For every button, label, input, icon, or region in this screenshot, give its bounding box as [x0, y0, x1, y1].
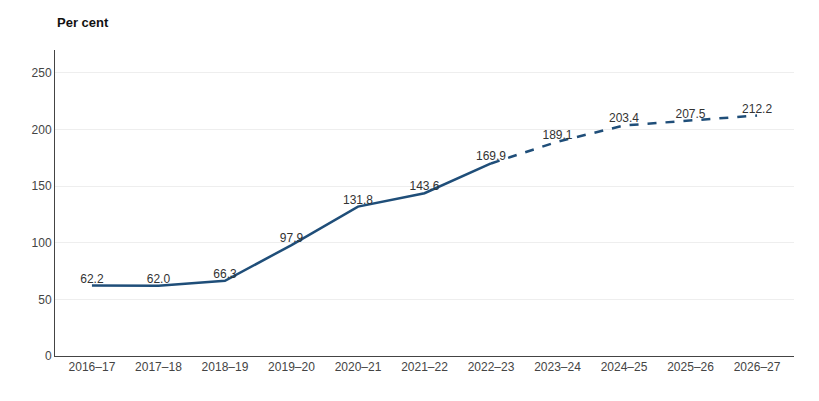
svg-text:150: 150 — [32, 179, 52, 193]
svg-text:207.5: 207.5 — [676, 107, 706, 121]
svg-text:50: 50 — [38, 293, 52, 307]
svg-text:97.9: 97.9 — [280, 231, 304, 245]
svg-text:2023–24: 2023–24 — [534, 360, 581, 374]
svg-text:2021–22: 2021–22 — [401, 360, 448, 374]
svg-text:212.2: 212.2 — [742, 102, 772, 116]
svg-text:131.8: 131.8 — [343, 193, 373, 207]
svg-text:143.6: 143.6 — [409, 179, 439, 193]
svg-text:2024–25: 2024–25 — [601, 360, 648, 374]
svg-text:2019–20: 2019–20 — [268, 360, 315, 374]
svg-text:2025–26: 2025–26 — [667, 360, 714, 374]
svg-text:66.3: 66.3 — [213, 267, 237, 281]
svg-text:62.2: 62.2 — [80, 272, 104, 286]
svg-text:2022–23: 2022–23 — [468, 360, 515, 374]
svg-text:Per cent: Per cent — [57, 15, 109, 30]
svg-text:100: 100 — [32, 236, 52, 250]
svg-text:62.0: 62.0 — [147, 272, 171, 286]
svg-text:250: 250 — [32, 66, 52, 80]
svg-text:2017–18: 2017–18 — [135, 360, 182, 374]
svg-text:2016–17: 2016–17 — [69, 360, 116, 374]
svg-text:200: 200 — [32, 123, 52, 137]
svg-text:189.1: 189.1 — [543, 128, 573, 142]
svg-text:203.4: 203.4 — [609, 111, 639, 125]
svg-text:2018–19: 2018–19 — [202, 360, 249, 374]
svg-text:169.9: 169.9 — [476, 149, 506, 163]
svg-text:2026–27: 2026–27 — [734, 360, 781, 374]
svg-text:0: 0 — [45, 349, 52, 363]
svg-text:2020–21: 2020–21 — [335, 360, 382, 374]
